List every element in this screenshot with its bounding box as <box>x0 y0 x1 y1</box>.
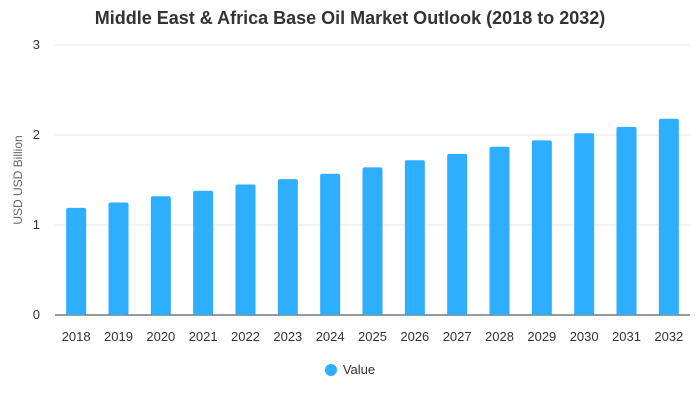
x-tick-label: 2019 <box>104 329 133 344</box>
x-tick-label: 2032 <box>654 329 683 344</box>
bar-2027[interactable] <box>447 153 468 315</box>
x-tick-label: 2026 <box>400 329 429 344</box>
bar-2018[interactable] <box>66 207 87 315</box>
x-tick-label: 2020 <box>146 329 175 344</box>
x-tick-label: 2021 <box>189 329 218 344</box>
legend-label: Value <box>342 362 376 377</box>
bar-2032[interactable] <box>658 118 679 315</box>
bar-2030[interactable] <box>574 133 595 315</box>
bar-2029[interactable] <box>531 140 552 315</box>
x-tick-label: 2028 <box>485 329 514 344</box>
bar-2028[interactable] <box>489 146 510 315</box>
bar-2020[interactable] <box>150 196 171 315</box>
legend[interactable]: Value <box>0 362 700 377</box>
bar-2021[interactable] <box>193 190 214 315</box>
bar-2031[interactable] <box>616 126 637 316</box>
bars <box>66 118 679 316</box>
x-tick-label: 2031 <box>612 329 641 344</box>
x-tick-label: 2030 <box>570 329 599 344</box>
x-tick-label: 2025 <box>358 329 387 344</box>
y-tick-labels: 0 1 2 3 <box>33 37 40 322</box>
bar-2023[interactable] <box>277 179 298 315</box>
chart-title: Middle East & Africa Base Oil Market Out… <box>94 8 606 28</box>
y-tick-label: 3 <box>33 37 40 52</box>
bar-2025[interactable] <box>362 167 383 315</box>
x-tick-label: 2027 <box>443 329 472 344</box>
bar-2019[interactable] <box>108 202 129 316</box>
y-tick-label: 2 <box>33 127 40 142</box>
x-tick-label: 2018 <box>62 329 91 344</box>
x-tick-label: 2029 <box>527 329 556 344</box>
x-tick-labels: 2018 2019 2020 2021 2022 2023 2024 2025 2026 2027… <box>62 329 684 344</box>
bar-2022[interactable] <box>235 184 256 316</box>
x-tick-label: 2023 <box>273 329 302 344</box>
x-tick-label: 2024 <box>316 329 345 344</box>
bar-2024[interactable] <box>320 173 341 315</box>
legend-marker-icon <box>324 363 337 376</box>
y-axis-label: USD USD Billion <box>11 135 25 224</box>
bar-2026[interactable] <box>404 160 425 315</box>
y-tick-label: 1 <box>33 217 40 232</box>
x-tick-label: 2022 <box>231 329 260 344</box>
y-tick-label: 0 <box>33 307 40 322</box>
